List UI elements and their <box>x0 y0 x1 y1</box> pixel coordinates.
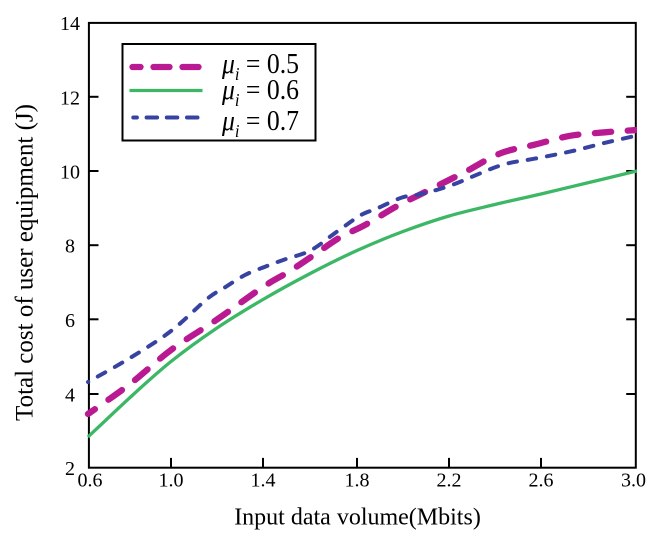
svg-text:2.6: 2.6 <box>529 470 554 492</box>
svg-text:2: 2 <box>65 458 75 480</box>
svg-text:8: 8 <box>65 236 75 258</box>
svg-text:μi = 0.7: μi = 0.7 <box>221 106 299 141</box>
svg-text:2.2: 2.2 <box>437 470 462 492</box>
svg-text:μi = 0.6: μi = 0.6 <box>221 75 299 110</box>
svg-text:12: 12 <box>60 87 80 109</box>
svg-text:14: 14 <box>60 13 80 35</box>
svg-text:6: 6 <box>65 310 75 332</box>
svg-text:μi = 0.5: μi = 0.5 <box>221 49 299 84</box>
svg-text:Total cost of user equipment (: Total cost of user equipment (J) <box>12 104 39 421</box>
svg-text:1.4: 1.4 <box>251 470 276 492</box>
svg-text:10: 10 <box>60 162 80 184</box>
svg-text:1.0: 1.0 <box>159 470 184 492</box>
svg-text:Input data volume(Mbits): Input data volume(Mbits) <box>234 505 481 531</box>
svg-text:3.0: 3.0 <box>621 470 646 492</box>
svg-text:0.6: 0.6 <box>78 470 103 492</box>
svg-text:1.8: 1.8 <box>345 470 370 492</box>
svg-text:4: 4 <box>65 385 75 407</box>
